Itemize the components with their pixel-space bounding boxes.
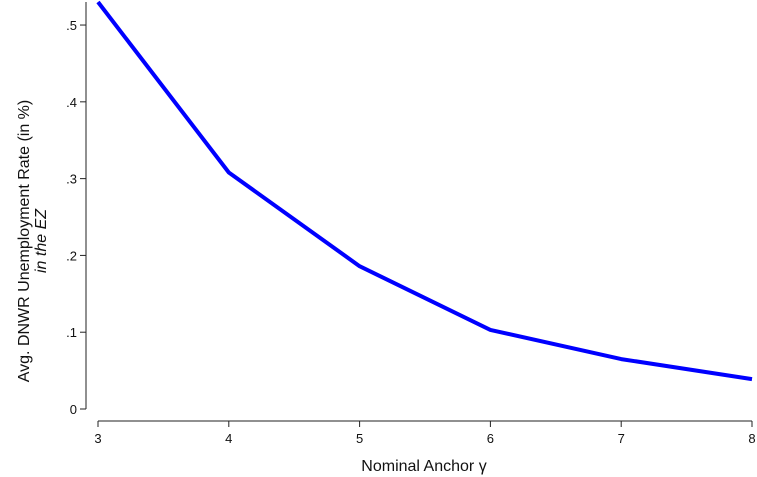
y-tick-label: .2	[66, 248, 77, 263]
series-layer	[96, 0, 753, 382]
x-tick-label: 5	[356, 431, 363, 446]
x-tick-label: 7	[618, 431, 625, 446]
y-axis-title: Avg. DNWR Unemployment Rate (in %)	[16, 100, 33, 382]
y-tick-label: .1	[66, 325, 77, 340]
y-tick-label: .4	[66, 95, 77, 110]
y-axis: 0 .1 .2 .3 .4 .5	[66, 2, 87, 417]
x-tick-label: 8	[748, 431, 755, 446]
y-axis-title-group: Avg. DNWR Unemployment Rate (in %) in th…	[16, 100, 50, 382]
y-tick-label: .5	[66, 18, 77, 33]
x-tick-label: 3	[94, 431, 101, 446]
y-tick-label: .3	[66, 172, 77, 187]
x-axis-title: Nominal Anchor γ	[361, 458, 486, 475]
y-axis-title-line2: in the EZ	[33, 208, 50, 273]
x-axis: 3 4 5 6 7 8	[94, 420, 756, 446]
x-tick-label: 4	[225, 431, 232, 446]
y-tick-label: 0	[70, 402, 77, 417]
series-line	[96, 0, 753, 382]
x-tick-label: 6	[487, 431, 494, 446]
